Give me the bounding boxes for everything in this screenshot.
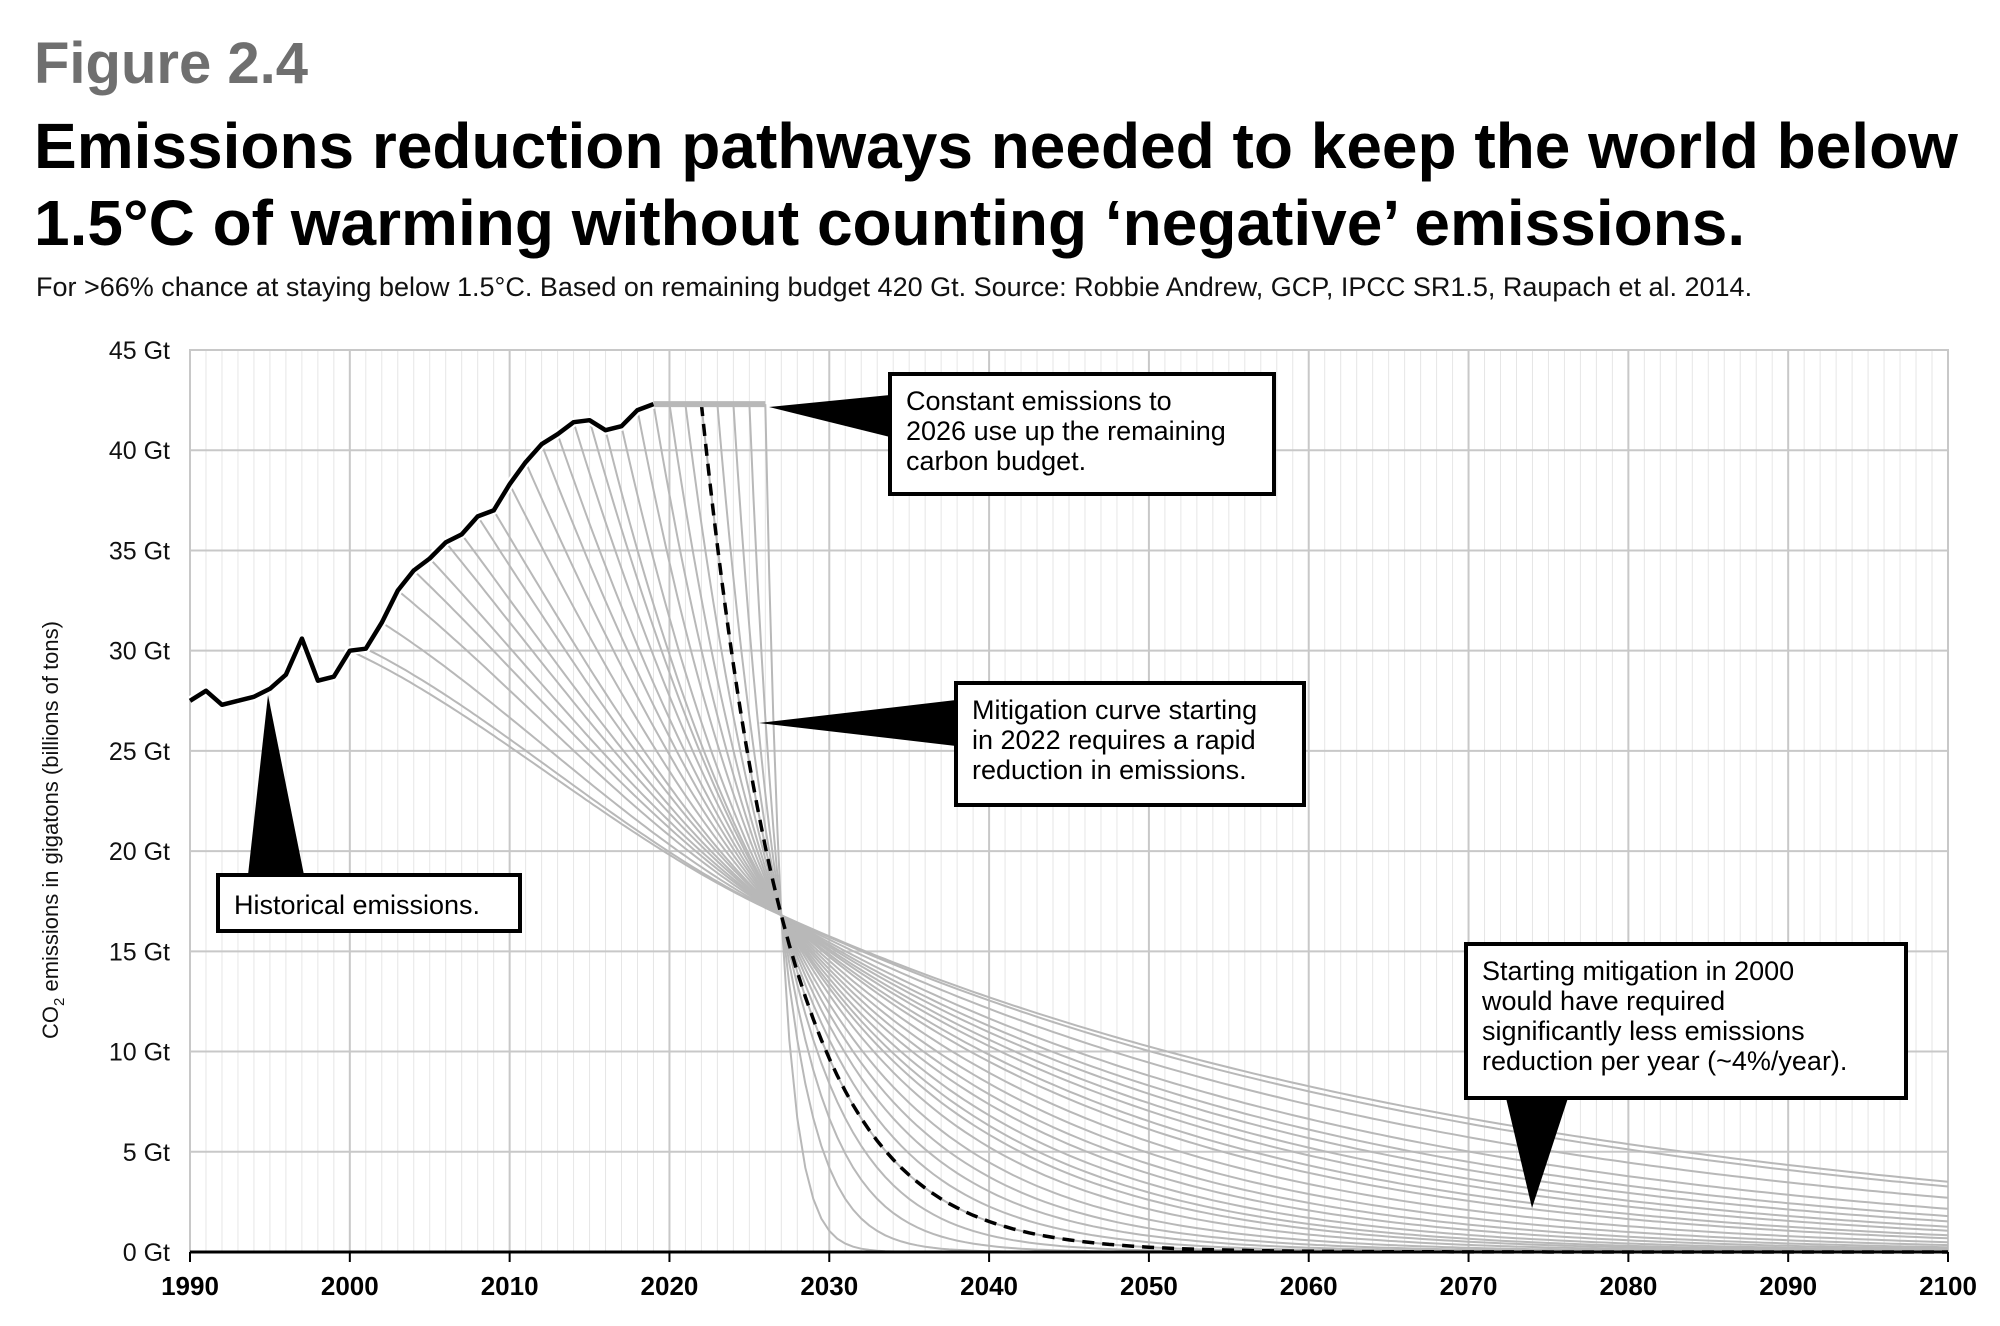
x-tick-label: 2020 (641, 1271, 699, 1301)
figure-label: Figure 2.4 (34, 31, 308, 96)
annotation-mitigation-2022: Mitigation curve starting in 2022 requir… (954, 681, 1306, 807)
annotation-mitigation-2000: Starting mitigation in 2000 would have r… (1464, 942, 1908, 1100)
y-tick-label: 30 Gt (109, 638, 170, 666)
y-tick-label: 0 Gt (123, 1239, 170, 1267)
pathway-curve-2003 (397, 589, 1949, 1210)
pathway-curve-2021 (684, 403, 1948, 1253)
pathway-curve-2010 (508, 483, 1949, 1244)
pathway-curve-2012 (540, 443, 1949, 1249)
chart-title: Emissions reduction pathways needed to k… (34, 110, 1958, 259)
annotation-historical: Historical emissions. (216, 873, 522, 933)
pathway-curve-2000 (349, 649, 1949, 1183)
chart-subtitle: For >66% chance at staying below 1.5°C. … (36, 272, 1753, 302)
x-tick-label: 2080 (1599, 1271, 1657, 1301)
x-tick-label: 2010 (481, 1271, 539, 1301)
x-tick-label: 2030 (800, 1271, 858, 1301)
y-axis-label: CO2 emissions in gigatons (billions of t… (38, 621, 68, 1039)
x-tick-label: 2000 (321, 1271, 379, 1301)
historical-emissions-line (188, 401, 655, 708)
pathway-curve-2007 (460, 533, 1949, 1232)
callout-pointers (248, 395, 1568, 1208)
pathway-curve-2009 (492, 509, 1949, 1240)
y-tick-label: 25 Gt (109, 738, 170, 766)
y-tick-label: 10 Gt (109, 1039, 170, 1067)
pathway-curve-2016 (604, 429, 1948, 1253)
y-tick-label: 5 Gt (123, 1139, 170, 1167)
x-tick-label: 2090 (1759, 1271, 1817, 1301)
pathway-curve-2008 (476, 515, 1949, 1237)
y-tick-label: 15 Gt (109, 938, 170, 966)
pointer-constant (769, 395, 890, 437)
pointer-historical (248, 695, 304, 875)
pathway-curve-2011 (524, 461, 1949, 1247)
x-tick-label: 2040 (960, 1271, 1018, 1301)
y-tick-label: 35 Gt (109, 537, 170, 565)
pathway-curve-2005 (428, 557, 1949, 1223)
pathway-curve-2025 (748, 404, 1948, 1253)
y-tick-label: 20 Gt (109, 838, 170, 866)
pathway-curve-2001 (365, 647, 1949, 1188)
y-tick-label: 45 Gt (109, 337, 170, 365)
pointer-mitigation-2000 (1506, 1098, 1568, 1208)
axes: 1990 2000 2010 2020 2030 2040 2050 2060 2070 2080… (109, 337, 1977, 1301)
x-tick-label: 2100 (1919, 1271, 1977, 1301)
pathway-curve-2002 (381, 621, 1949, 1199)
pathway-curves (349, 403, 1949, 1253)
x-tick-label: 2070 (1440, 1271, 1498, 1301)
x-tick-label: 1990 (161, 1271, 219, 1301)
pathway-curve-2015 (588, 419, 1948, 1252)
pointer-mitigation-2022 (759, 700, 956, 746)
x-tick-label: 2050 (1120, 1271, 1178, 1301)
pathway-curve-2006 (444, 541, 1949, 1228)
y-tick-label: 40 Gt (109, 437, 170, 465)
pathway-curve-2004 (413, 569, 1949, 1218)
pathway-curve-2013 (556, 433, 1949, 1250)
pathway-curve-2014 (572, 421, 1949, 1251)
x-tick-label: 2060 (1280, 1271, 1338, 1301)
annotation-constant-emissions: Constant emissions to 2026 use up the re… (888, 372, 1276, 496)
